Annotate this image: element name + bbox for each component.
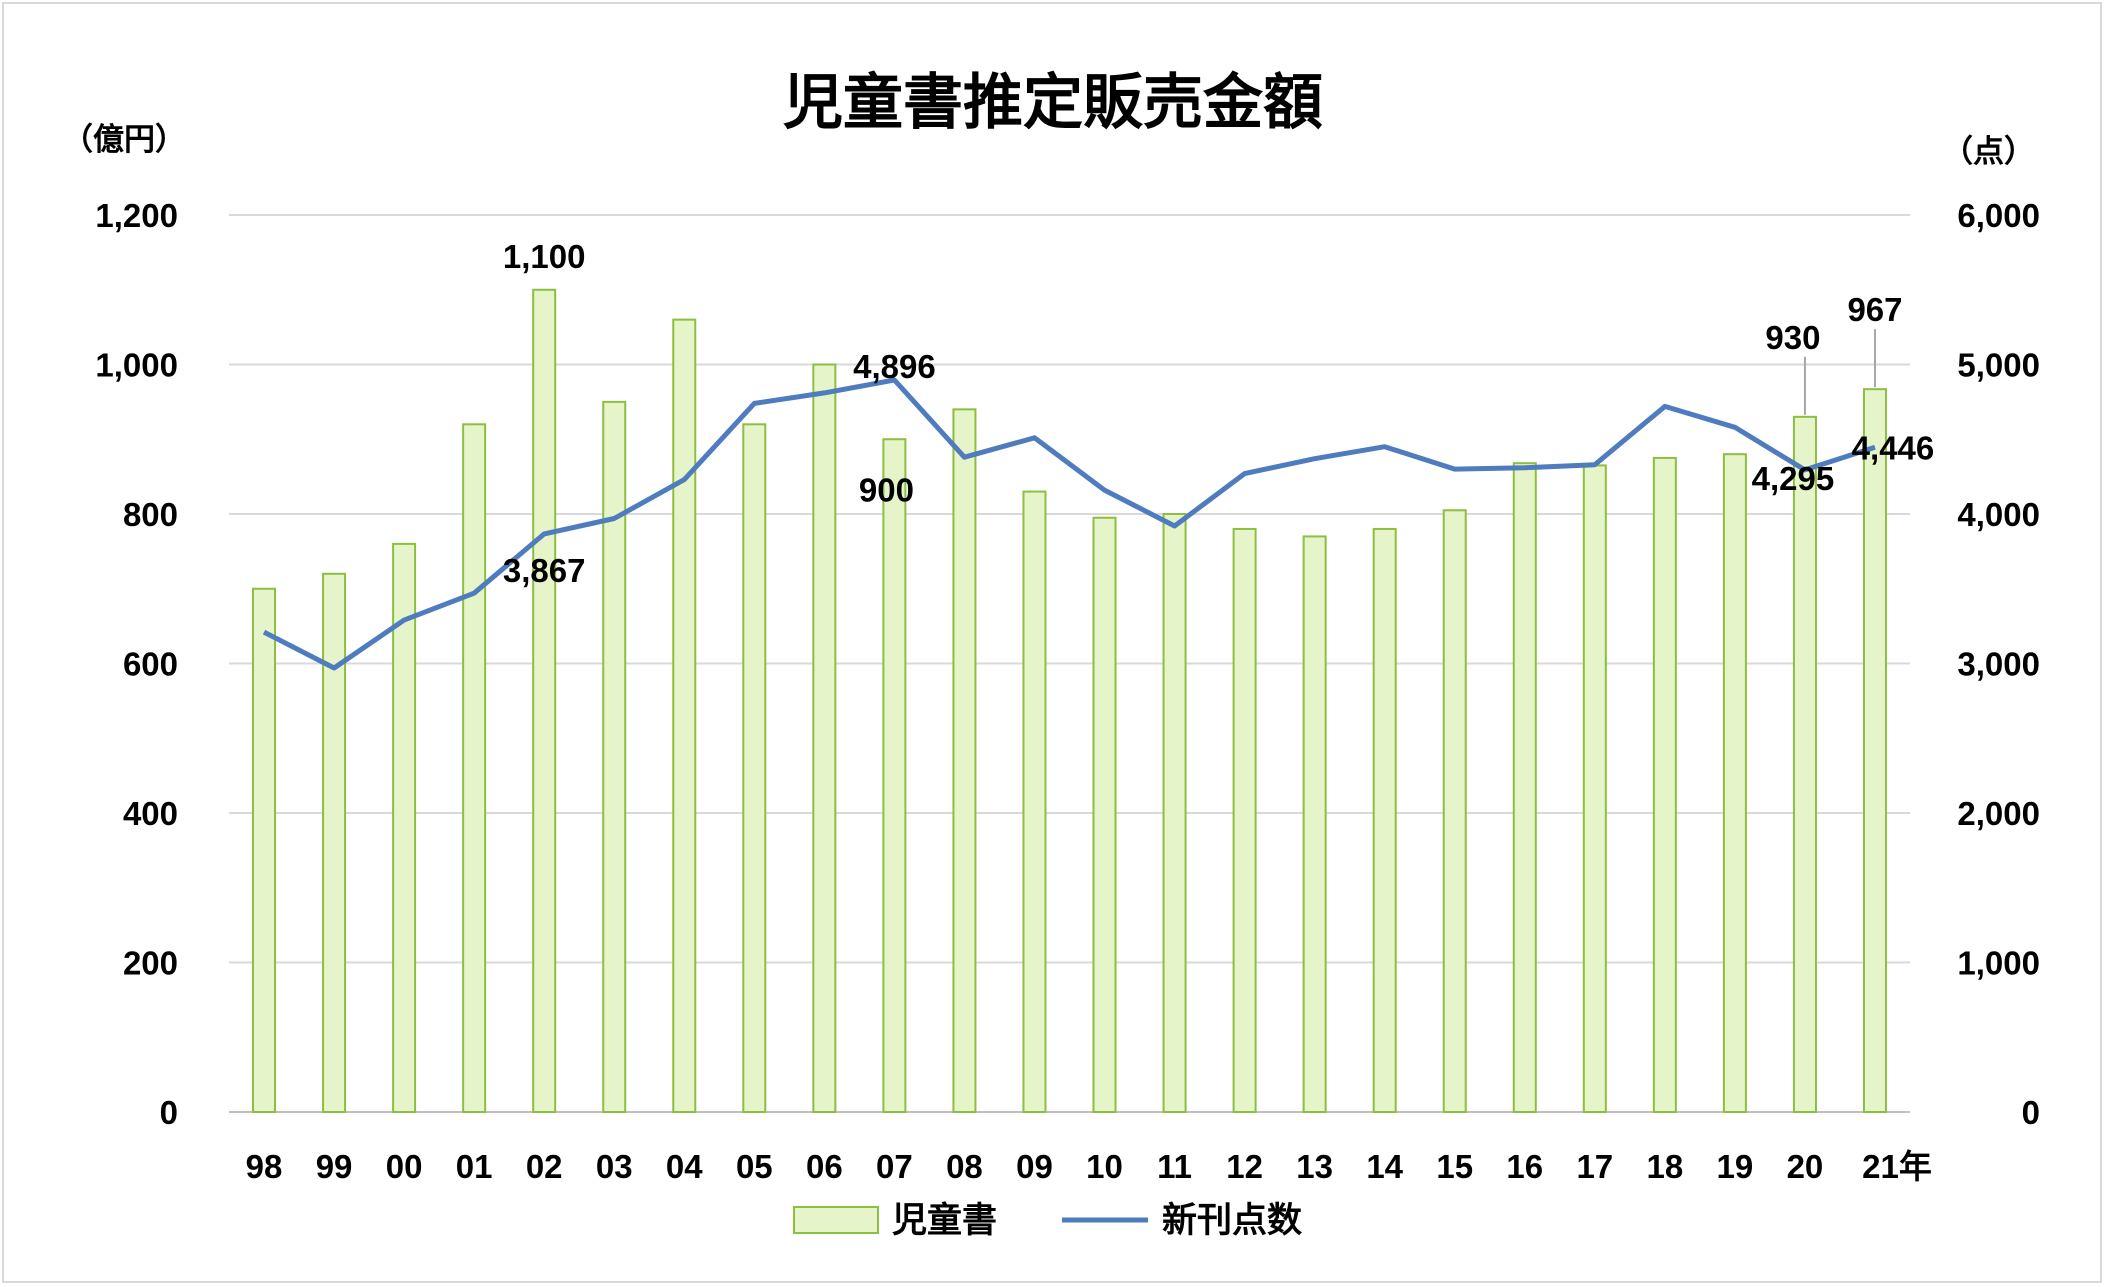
bar — [1092, 516, 1117, 1113]
bar — [1792, 415, 1817, 1113]
data-label: 4,295 — [1752, 460, 1835, 497]
chart-title: 児童書推定販売金額 — [783, 69, 1323, 136]
legend-bar-swatch — [793, 1206, 879, 1234]
bar — [252, 587, 277, 1113]
x-tick-label: 11 — [1157, 1148, 1192, 1185]
line-series — [262, 377, 1876, 671]
bar — [1022, 490, 1047, 1113]
bar-series — [252, 288, 1887, 1114]
bar — [812, 363, 837, 1113]
x-tick-label: 16 — [1506, 1148, 1543, 1185]
bar — [1302, 535, 1327, 1113]
x-tick-label: 05 — [736, 1148, 773, 1185]
right-axis-unit: （点） — [1942, 134, 2035, 169]
data-label: 930 — [1765, 319, 1820, 356]
right-tick-label: 1,000 — [1957, 945, 2040, 982]
x-tick-label: 06 — [806, 1148, 843, 1185]
x-tick-label: 02 — [526, 1148, 563, 1185]
bar — [742, 423, 767, 1113]
bar — [532, 288, 557, 1113]
bar — [1372, 527, 1397, 1113]
x-tick-label: 18 — [1646, 1148, 1683, 1185]
bar — [1652, 456, 1677, 1113]
legend-bar-label: 児童書 — [892, 1201, 997, 1240]
x-tick-label: 19 — [1717, 1148, 1754, 1185]
x-tick-label: 10 — [1086, 1148, 1123, 1185]
data-label: 1,100 — [503, 238, 586, 275]
bar — [672, 318, 697, 1113]
x-tick-label: 00 — [386, 1148, 423, 1185]
left-tick-label: 200 — [123, 945, 178, 982]
x-tick-label: 98 — [246, 1148, 283, 1185]
bar — [1722, 453, 1747, 1113]
x-tick-label: 99 — [316, 1148, 353, 1185]
left-tick-label: 0 — [160, 1094, 178, 1131]
bar — [1442, 509, 1467, 1113]
x-tick-label: 13 — [1296, 1148, 1333, 1185]
x-tick-label: 20 — [1787, 1148, 1824, 1185]
right-tick-label: 4,000 — [1957, 496, 2040, 533]
right-tick-label: 3,000 — [1957, 646, 2040, 683]
x-tick-label: 01 — [456, 1148, 493, 1185]
legend: 児童書 新刊点数 — [793, 1201, 1302, 1240]
data-labels: 1,100 900 930 967 3,867 4,896 4,295 4,446 — [503, 238, 1934, 589]
x-tick-label: 15 — [1436, 1148, 1473, 1185]
left-tick-label: 1,200 — [95, 197, 178, 234]
left-tick-label: 800 — [123, 496, 178, 533]
data-label: 967 — [1847, 291, 1902, 328]
x-tick-label: 14 — [1366, 1148, 1403, 1185]
data-label: 4,896 — [853, 348, 936, 385]
bar — [1582, 464, 1607, 1114]
x-tick-label: 08 — [946, 1148, 983, 1185]
right-tick-label: 0 — [2022, 1094, 2040, 1131]
legend-line-label: 新刊点数 — [1162, 1201, 1302, 1240]
x-tick-label: 09 — [1016, 1148, 1053, 1185]
line-series-path — [262, 377, 1876, 671]
x-tick-label: 04 — [666, 1148, 703, 1185]
left-axis-ticks: 0 200 400 600 800 1,000 1,200 — [95, 197, 178, 1131]
bar — [1162, 513, 1187, 1113]
gridlines — [229, 214, 1910, 1113]
right-tick-label: 5,000 — [1957, 347, 2040, 384]
bar — [462, 423, 487, 1113]
data-label: 3,867 — [503, 552, 586, 589]
bar — [1862, 388, 1887, 1114]
bar — [392, 542, 417, 1113]
left-tick-label: 600 — [123, 646, 178, 683]
x-tick-label: 07 — [876, 1148, 913, 1185]
bar — [322, 572, 347, 1113]
x-tick-label: 21年 — [1862, 1148, 1932, 1185]
left-tick-label: 1,000 — [95, 347, 178, 384]
x-tick-label: 03 — [596, 1148, 633, 1185]
bar — [1232, 527, 1257, 1113]
x-tick-label: 17 — [1576, 1148, 1613, 1185]
data-label: 4,446 — [1852, 429, 1935, 466]
left-tick-label: 400 — [123, 795, 178, 832]
x-axis-ticks: 98 99 00 01 02 03 04 05 06 07 08 09 10 11 12 13 14 15 16 17… — [246, 1148, 1932, 1185]
x-tick-label: 12 — [1226, 1148, 1263, 1185]
data-label: 900 — [859, 471, 914, 508]
right-tick-label: 2,000 — [1957, 795, 2040, 832]
bar — [602, 400, 627, 1113]
bar — [1512, 462, 1537, 1114]
bar — [882, 438, 907, 1113]
right-axis-ticks: 0 1,000 2,000 3,000 4,000 5,000 6,000 — [1957, 197, 2040, 1131]
left-axis-unit: （億円） — [62, 122, 186, 157]
bar — [952, 408, 977, 1114]
right-tick-label: 6,000 — [1957, 197, 2040, 234]
